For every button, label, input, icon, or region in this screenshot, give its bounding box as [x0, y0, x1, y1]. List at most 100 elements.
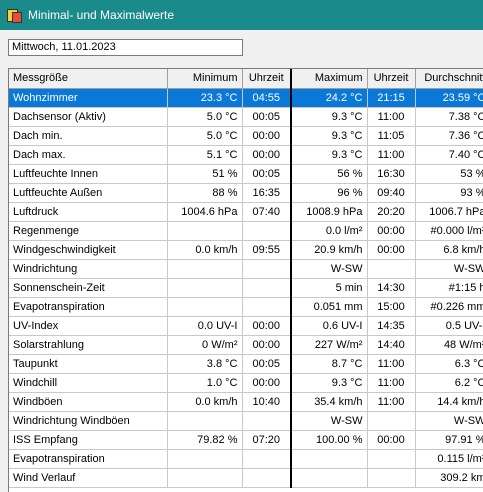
cell-maximum — [291, 449, 368, 469]
table-row[interactable]: Windböen 0.0 km/h 10:40 35.4 km/h 11:00 14.4 … — [9, 392, 483, 412]
table-row[interactable]: Dach max. 5.1 °C 00:00 9.3 °C 11:00 7.40 °C — [9, 145, 483, 165]
values-grid[interactable]: Messgröße Minimum Uhrzeit Maximum Uhrzeit Dur… — [8, 68, 483, 492]
table-row[interactable]: ISS Empfang 79.82 % 07:20 100.00 % 00:00 97.9… — [9, 430, 483, 450]
cell-maximum: 0.6 UV-I — [291, 316, 368, 336]
cell-minimum — [167, 297, 243, 317]
cell-uhrzeit-max: 00:00 — [367, 221, 416, 241]
col-header-minimum[interactable]: Minimum — [167, 69, 243, 89]
cell-uhrzeit-max: 15:00 — [367, 297, 416, 317]
cell-durchschnitt: #1:15 h — [415, 278, 483, 298]
cell-maximum — [291, 468, 368, 488]
cell-minimum: 0.0 km/h — [167, 240, 243, 260]
cell-maximum: W-SW — [291, 259, 368, 279]
cell-uhrzeit-min: 00:00 — [242, 373, 292, 393]
table-row[interactable]: Regenmenge 0.0 l/m² 00:00 #0.000 l/m² — [9, 221, 483, 241]
cell-uhrzeit-min: 00:00 — [242, 126, 292, 146]
cell-maximum: 96 % — [291, 183, 368, 203]
cell-durchschnitt: 7.38 °C — [415, 107, 483, 127]
cell-maximum: W-SW — [291, 411, 368, 431]
cell-uhrzeit-max: 11:00 — [367, 107, 416, 127]
cell-minimum — [167, 221, 243, 241]
cell-uhrzeit-min — [242, 221, 292, 241]
table-row[interactable]: Luftdruck 1004.6 hPa 07:40 1008.9 hPa 20:20 1… — [9, 202, 483, 222]
col-header-maximum[interactable]: Maximum — [291, 69, 368, 89]
cell-durchschnitt: 7.40 °C — [415, 145, 483, 165]
cell-uhrzeit-max: 11:00 — [367, 354, 416, 374]
window-title: Minimal- und Maximalwerte — [28, 8, 175, 22]
date-field[interactable]: Mittwoch, 11.01.2023 — [8, 39, 243, 56]
cell-durchschnitt: 0.115 l/m² — [415, 449, 483, 469]
cell-durchschnitt: W-SW — [415, 259, 483, 279]
cell-maximum: 20.9 km/h — [291, 240, 368, 260]
table-row[interactable]: Wohnzimmer 23.3 °C 04:55 24.2 °C 21:15 23.59 … — [9, 88, 483, 108]
table-row[interactable]: Solarstrahlung 0 W/m² 00:00 227 W/m² 14:40 48… — [9, 335, 483, 355]
table-row[interactable]: Dachsensor (Aktiv) 5.0 °C 00:05 9.3 °C 11:00… — [9, 107, 483, 127]
table-row[interactable]: Windrichtung Windböen W-SW W-SW — [9, 411, 483, 431]
cell-maximum: 100.00 % — [291, 430, 368, 450]
cell-uhrzeit-max: 11:00 — [367, 145, 416, 165]
table-row[interactable]: Windgeschwindigkeit 0.0 km/h 09:55 20.9 km/… — [9, 240, 483, 260]
cell-minimum: 1.0 °C — [167, 373, 243, 393]
cell-durchschnitt: 1006.7 hPa — [415, 202, 483, 222]
cell-maximum: 35.4 km/h — [291, 392, 368, 412]
cell-uhrzeit-min: 16:35 — [242, 183, 292, 203]
cell-maximum: 9.3 °C — [291, 373, 368, 393]
cell-maximum: 0.0 l/m² — [291, 221, 368, 241]
cell-minimum: 51 % — [167, 164, 243, 184]
cell-uhrzeit-max: 11:00 — [367, 373, 416, 393]
app-icon — [6, 7, 22, 23]
table-row[interactable]: Windrichtung W-SW W-SW — [9, 259, 483, 279]
cell-uhrzeit-max — [367, 449, 416, 469]
cell-uhrzeit-max: 09:40 — [367, 183, 416, 203]
cell-durchschnitt: 7.36 °C — [415, 126, 483, 146]
cell-durchschnitt: 0.5 UV-I — [415, 316, 483, 336]
cell-minimum: 88 % — [167, 183, 243, 203]
cell-messgroesse: Sonnenschein-Zeit — [9, 278, 168, 298]
table-header-row: Messgröße Minimum Uhrzeit Maximum Uhrzeit Dur… — [9, 69, 483, 89]
table-row[interactable]: Windchill 1.0 °C 00:00 9.3 °C 11:00 6.2 °C — [9, 373, 483, 393]
cell-messgroesse: Luftfeuchte Innen — [9, 164, 168, 184]
table-row[interactable]: Luftfeuchte Außen 88 % 16:35 96 % 09:40 93 % — [9, 183, 483, 203]
cell-durchschnitt: 6.2 °C — [415, 373, 483, 393]
cell-uhrzeit-max: 00:00 — [367, 240, 416, 260]
cell-messgroesse: Solarstrahlung — [9, 335, 168, 355]
cell-messgroesse: Windrichtung Windböen — [9, 411, 168, 431]
cell-messgroesse: Wind Verlauf — [9, 468, 168, 488]
table-row[interactable]: Evapotranspiration 0.051 mm 15:00 #0.226 mm — [9, 297, 483, 317]
cell-uhrzeit-min — [242, 449, 292, 469]
col-header-uhrzeit-max[interactable]: Uhrzeit — [367, 69, 416, 89]
cell-messgroesse: Luftdruck — [9, 202, 168, 222]
table-row[interactable]: Wind Verlauf 309.2 km — [9, 468, 483, 488]
cell-uhrzeit-min: 07:40 — [242, 202, 292, 222]
cell-maximum: 9.3 °C — [291, 145, 368, 165]
cell-messgroesse: Luftfeuchte Außen — [9, 183, 168, 203]
cell-uhrzeit-max: 14:40 — [367, 335, 416, 355]
table-row[interactable]: Evapotranspiration 0.115 l/m² — [9, 449, 483, 469]
cell-messgroesse: Windböen — [9, 392, 168, 412]
col-header-uhrzeit-min[interactable]: Uhrzeit — [242, 69, 292, 89]
cell-uhrzeit-max: 21:15 — [367, 88, 416, 108]
cell-durchschnitt: #0.000 l/m² — [415, 221, 483, 241]
cell-messgroesse: Taupunkt — [9, 354, 168, 374]
table-row[interactable]: UV-Index 0.0 UV-I 00:00 0.6 UV-I 14:35 0.5 UV… — [9, 316, 483, 336]
cell-maximum: 9.3 °C — [291, 126, 368, 146]
cell-uhrzeit-min: 04:55 — [242, 88, 292, 108]
col-header-messgroesse[interactable]: Messgröße — [9, 69, 168, 89]
cell-minimum: 1004.6 hPa — [167, 202, 243, 222]
cell-minimum — [167, 449, 243, 469]
cell-messgroesse: Dachsensor (Aktiv) — [9, 107, 168, 127]
cell-minimum: 5.0 °C — [167, 107, 243, 127]
table-row[interactable]: Dach min. 5.0 °C 00:00 9.3 °C 11:05 7.36 °C — [9, 126, 483, 146]
table-row[interactable]: Luftfeuchte Innen 51 % 00:05 56 % 16:30 53 % — [9, 164, 483, 184]
table-row[interactable]: Sonnenschein-Zeit 5 min 14:30 #1:15 h — [9, 278, 483, 298]
cell-durchschnitt: 309.2 km — [415, 468, 483, 488]
cell-minimum — [167, 278, 243, 298]
cell-maximum: 56 % — [291, 164, 368, 184]
cell-maximum: 8.7 °C — [291, 354, 368, 374]
cell-durchschnitt: 53 % — [415, 164, 483, 184]
cell-uhrzeit-min: 00:05 — [242, 354, 292, 374]
col-header-durchschnitt[interactable]: Durchschnitt — [415, 69, 483, 89]
cell-durchschnitt: 23.59 °C — [415, 88, 483, 108]
table-row[interactable]: Taupunkt 3.8 °C 00:05 8.7 °C 11:00 6.3 °C — [9, 354, 483, 374]
cell-minimum: 0.0 km/h — [167, 392, 243, 412]
